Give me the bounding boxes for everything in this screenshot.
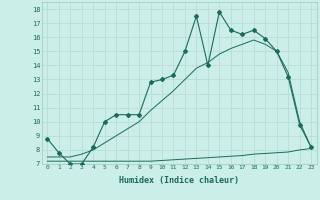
X-axis label: Humidex (Indice chaleur): Humidex (Indice chaleur) — [119, 176, 239, 185]
